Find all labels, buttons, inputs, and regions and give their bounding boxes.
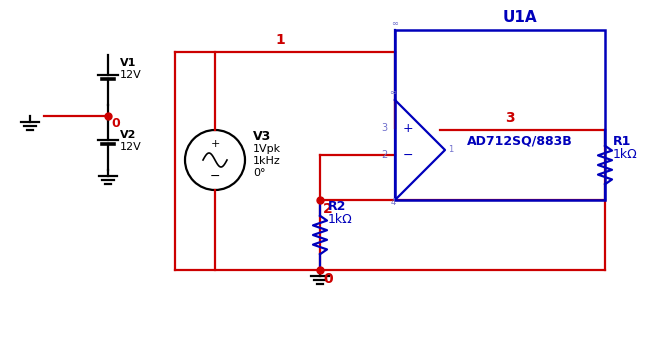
- Bar: [395, 30, 605, 200]
- Text: 1: 1: [448, 146, 453, 154]
- Text: 0: 0: [111, 117, 120, 130]
- Text: U1A: U1A: [503, 10, 537, 25]
- Text: 1kΩ: 1kΩ: [613, 148, 638, 161]
- Text: ∞: ∞: [391, 19, 398, 28]
- Text: −: −: [403, 148, 413, 162]
- Text: AD712SQ/883B: AD712SQ/883B: [467, 135, 573, 148]
- Text: −: −: [210, 169, 220, 182]
- Text: V2: V2: [120, 130, 136, 140]
- Text: ∞: ∞: [389, 88, 397, 97]
- Text: 1kΩ: 1kΩ: [328, 213, 353, 226]
- Text: 1: 1: [275, 33, 285, 47]
- Text: 1Vpk: 1Vpk: [253, 144, 281, 154]
- Text: R2: R2: [328, 200, 347, 213]
- Text: 2: 2: [381, 150, 387, 160]
- Text: R1: R1: [613, 135, 631, 148]
- Text: 1kHz: 1kHz: [253, 156, 281, 166]
- Text: 0°: 0°: [253, 168, 265, 178]
- Text: +: +: [210, 139, 220, 149]
- Text: 4: 4: [391, 198, 396, 207]
- Text: V1: V1: [120, 58, 136, 68]
- Text: 2: 2: [323, 202, 333, 216]
- Text: 3: 3: [381, 123, 387, 133]
- Text: +: +: [403, 121, 413, 134]
- Text: 12V: 12V: [120, 142, 141, 152]
- Text: 3: 3: [505, 111, 515, 125]
- Text: 12V: 12V: [120, 70, 141, 80]
- Text: V3: V3: [253, 130, 271, 143]
- Text: 0: 0: [323, 272, 333, 286]
